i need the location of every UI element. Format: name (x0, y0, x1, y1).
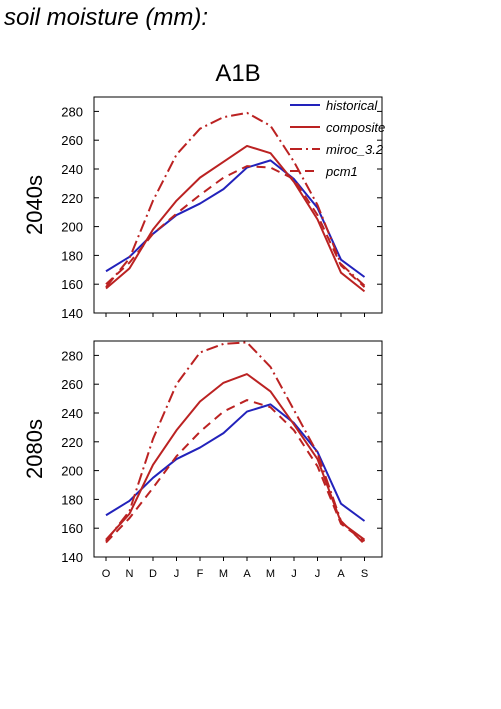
legend: historical composite miroc_3.2 pcm1 (290, 98, 385, 179)
series-line-pcm1 (105, 165, 366, 288)
series-line-miroc_3.2 (105, 111, 366, 288)
y-tick-label: 280 (61, 104, 83, 119)
legend-label-miroc_3.2: miroc_3.2 (326, 142, 384, 157)
x-tick-label: O (102, 568, 111, 580)
series-line-composite (105, 144, 366, 293)
x-tick-label: M (219, 568, 228, 580)
y-tick-label: 280 (61, 348, 83, 363)
panels: 140 160 180 200 220 240 260 280 2040s historical c… (22, 96, 385, 580)
y-tick-label: 140 (61, 550, 83, 565)
panel-2080s: 140 160 180 200 220 240 260 280 2080s (22, 340, 383, 565)
legend-label-pcm1: pcm1 (325, 164, 358, 179)
x-tick-label: J (315, 568, 321, 580)
y-tick-label: 260 (61, 133, 83, 148)
scenario-title: A1B (215, 60, 260, 87)
y-tick-label: 260 (61, 377, 83, 392)
y-tick-label: 200 (61, 220, 83, 235)
panel-2040s: 140 160 180 200 220 240 260 280 2040s historical c… (22, 96, 385, 321)
x-tick-label: J (174, 568, 180, 580)
series-line-historical (105, 403, 366, 522)
series-line-miroc_3.2 (105, 341, 366, 545)
legend-label-historical: historical (326, 98, 378, 113)
x-tick-label: F (197, 568, 204, 580)
y-tick-label: 220 (61, 435, 83, 450)
y-tick-label: 180 (61, 492, 83, 507)
y-tick-label: 240 (61, 162, 83, 177)
x-tick-label: M (266, 568, 275, 580)
y-tick-label: 240 (61, 406, 83, 421)
x-tick-label: A (337, 568, 345, 580)
panel-label: 2040s (22, 175, 47, 235)
plot-frame (93, 96, 383, 314)
y-tick-label: 160 (61, 521, 83, 536)
series-line-composite (105, 373, 366, 541)
x-tick-label: S (361, 568, 368, 580)
x-tick-label: N (126, 568, 134, 580)
x-tick-label: D (149, 568, 157, 580)
series-line-pcm1 (105, 399, 366, 544)
y-tick-label: 160 (61, 277, 83, 292)
y-tick-label: 200 (61, 464, 83, 479)
legend-label-composite: composite (326, 120, 385, 135)
x-tick-label: A (243, 568, 251, 580)
y-tick-label: 220 (61, 191, 83, 206)
y-tick-label: 140 (61, 306, 83, 321)
y-tick-label: 180 (61, 248, 83, 263)
panel-label: 2080s (22, 419, 47, 479)
plot-frame (93, 340, 383, 558)
x-tick-label: J (291, 568, 297, 580)
page-title: soil moisture (mm): (4, 4, 209, 31)
